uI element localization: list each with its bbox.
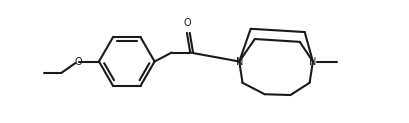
Text: O: O (75, 56, 82, 67)
Text: N: N (236, 56, 243, 67)
Text: O: O (183, 18, 191, 28)
Text: N: N (309, 56, 317, 67)
